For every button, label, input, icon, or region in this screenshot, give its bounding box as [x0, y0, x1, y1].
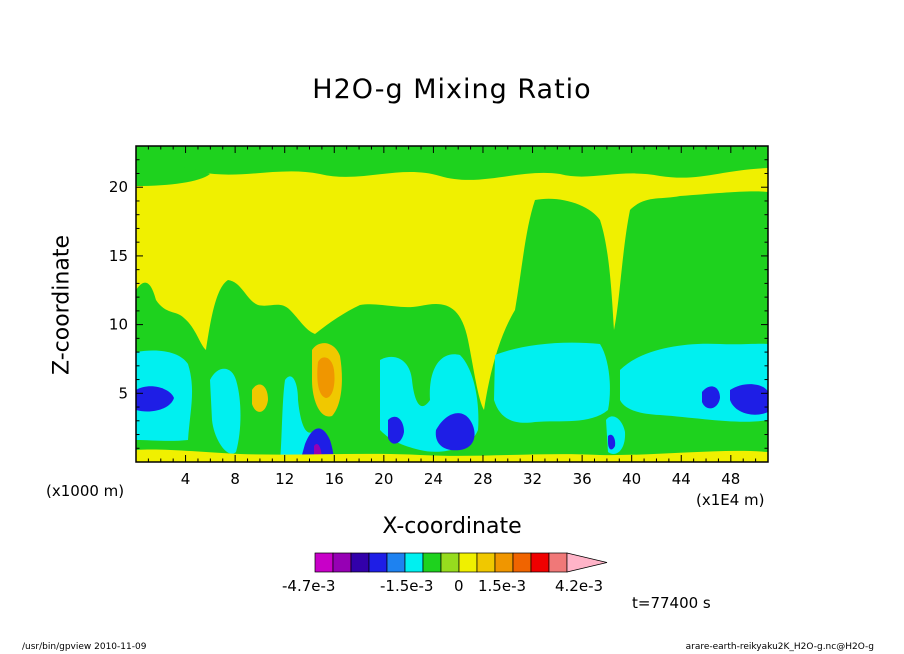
x-tick-label: 48	[721, 470, 740, 488]
colorbar-swatch	[314, 552, 334, 573]
region-blue-46	[702, 386, 720, 409]
colorbar-swatch	[458, 552, 478, 573]
y-tick-label: 20	[109, 178, 128, 196]
colorbar	[314, 552, 608, 573]
x-tick-label: 28	[473, 470, 492, 488]
region-orange-15	[317, 357, 335, 398]
colorbar-swatch	[476, 552, 496, 573]
colorbar-label: 4.2e-3	[555, 577, 604, 595]
y-tick-label: 10	[109, 316, 128, 334]
region-yellow-bottom	[136, 449, 768, 462]
colorbar-swatch	[422, 552, 442, 573]
y-tick-label: 5	[118, 384, 128, 402]
footer-left: /usr/bin/gpview 2010-11-09	[22, 642, 147, 652]
contour-field	[136, 146, 768, 462]
y-tick-label: 15	[109, 247, 128, 265]
x-tick-label: 32	[523, 470, 542, 488]
colorbar-swatch	[368, 552, 388, 573]
colorbar-label: 0	[454, 577, 464, 595]
x-tick-label: 8	[230, 470, 240, 488]
region-blue-49	[730, 384, 768, 415]
x-axis-label: X-coordinate	[382, 514, 522, 539]
region-cyan-8	[210, 368, 241, 454]
colorbar-swatch	[512, 552, 532, 573]
x-scale-label: (x1E4 m)	[696, 491, 765, 509]
x-unit-label: (x1000 m)	[46, 482, 125, 500]
colorbar-swatch	[548, 552, 568, 573]
footer-right: arare-earth-reikyaku2K_H2O-g.nc@H2O-g	[685, 642, 874, 652]
colorbar-swatch	[494, 552, 514, 573]
region-blue-38	[608, 434, 616, 450]
colorbar-swatch	[332, 552, 352, 573]
colorbar-swatch	[404, 552, 424, 573]
colorbar-extend-arrow	[566, 552, 608, 573]
x-tick-label: 20	[374, 470, 393, 488]
colorbar-swatch	[530, 552, 550, 573]
x-tick-label: 24	[424, 470, 443, 488]
colorbar-swatch	[350, 552, 370, 573]
x-tick-label: 40	[622, 470, 641, 488]
x-tick-label: 16	[325, 470, 344, 488]
colorbar-swatch	[386, 552, 406, 573]
chart-title: H2O-g Mixing Ratio	[312, 74, 592, 105]
region-lightorange-10	[252, 384, 268, 412]
region-blue-26	[435, 413, 475, 451]
colorbar-label: -1.5e-3	[380, 577, 434, 595]
region-green-top-left	[136, 166, 210, 186]
x-tick-label: 36	[573, 470, 592, 488]
x-tick-label: 12	[275, 470, 294, 488]
region-blue-21	[388, 416, 404, 444]
region-blue-1	[136, 386, 174, 412]
region-green-top	[136, 146, 768, 180]
x-tick-label: 44	[672, 470, 691, 488]
colorbar-swatch	[440, 552, 460, 573]
x-axis-ticks: 4 8 12 16 20 24 28 32 36 40 44 48	[147, 146, 757, 488]
plot-frame	[135, 145, 769, 463]
y-axis-ticks: 5 10 15 20	[109, 159, 768, 449]
colorbar-label: 1.5e-3	[478, 577, 527, 595]
region-cyan-32	[494, 342, 610, 423]
colorbar-label: -4.7e-3	[282, 577, 336, 595]
x-tick-label: 4	[181, 470, 191, 488]
time-label: t=77400 s	[632, 594, 711, 612]
y-axis-label: Z-coordinate	[49, 235, 75, 375]
